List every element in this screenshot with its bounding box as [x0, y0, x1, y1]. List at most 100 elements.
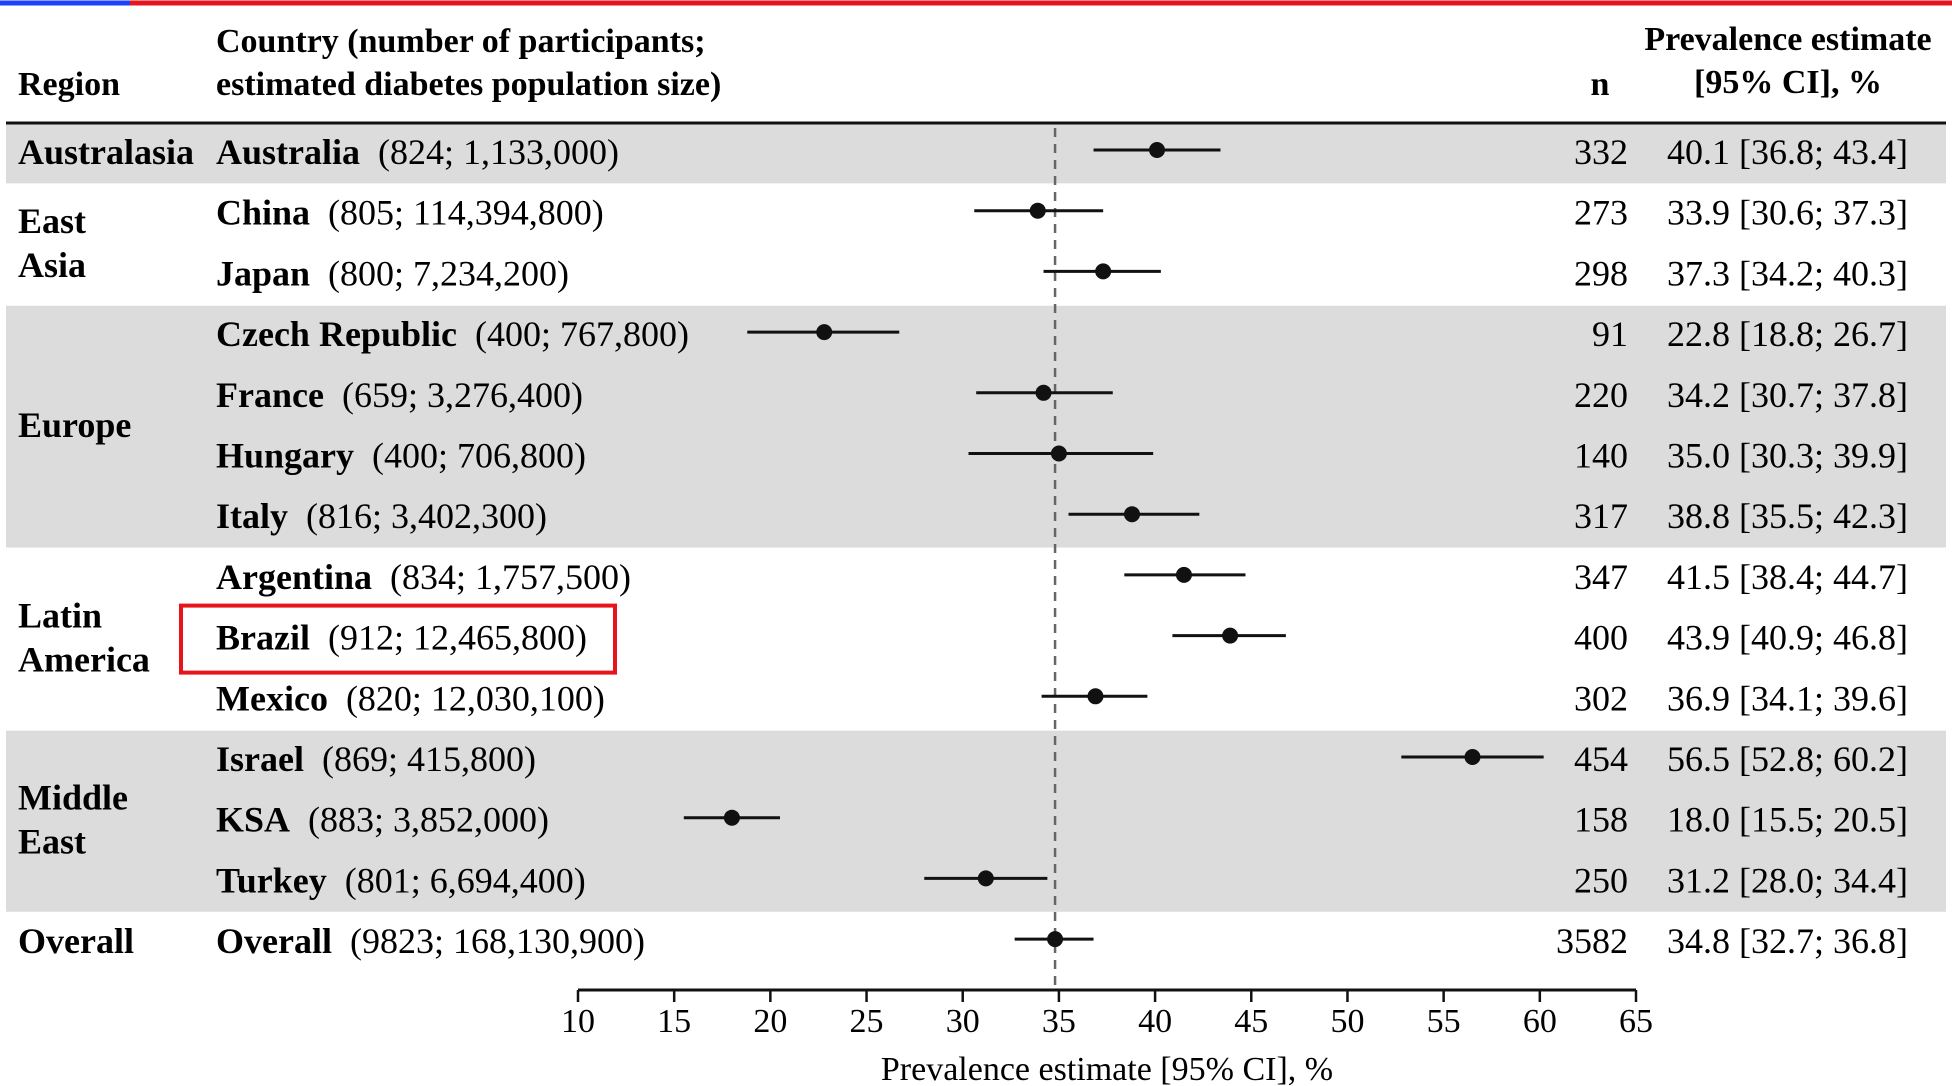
country-detail: (834; 1,757,500): [372, 557, 631, 597]
country-name: Czech Republic: [216, 314, 457, 354]
n-value: 3582: [1556, 921, 1628, 961]
estimate-point: [1149, 142, 1166, 158]
estimate-point: [816, 324, 833, 341]
estimate-text: 34.8 [32.7; 36.8]: [1667, 921, 1908, 961]
country-detail: (801; 6,694,400): [327, 860, 586, 900]
country-label: KSA (883; 3,852,000): [216, 800, 549, 840]
header-country-line2: estimated diabetes population size): [216, 66, 721, 103]
estimate-text: 38.8 [35.5; 42.3]: [1667, 496, 1908, 536]
country-label: Argentina (834; 1,757,500): [216, 557, 631, 597]
axis-tick-label: 35: [1042, 1003, 1076, 1040]
estimate-text: 36.9 [34.1; 39.6]: [1667, 678, 1908, 718]
country-label: Israel (869; 415,800): [216, 739, 536, 779]
n-value: 250: [1574, 860, 1628, 900]
country-detail: (824; 1,133,000): [360, 132, 619, 172]
estimate-point: [1095, 263, 1112, 280]
n-value: 332: [1574, 132, 1628, 172]
country-label: Australia (824; 1,133,000): [216, 132, 619, 172]
country-detail: (659; 3,276,400): [324, 375, 583, 415]
country-name: China: [216, 193, 310, 233]
header-country-line1: Country (number of participants;: [216, 23, 706, 60]
highlight-box: [179, 603, 617, 675]
axis-tick-label: 30: [946, 1003, 980, 1040]
axis-tick-label: 60: [1523, 1003, 1557, 1040]
country-label: China (805; 114,394,800): [216, 193, 604, 233]
estimate-text: 35.0 [30.3; 39.9]: [1667, 436, 1908, 476]
n-value: 302: [1574, 678, 1628, 718]
country-detail: (805; 114,394,800): [310, 193, 604, 233]
country-label: Overall (9823; 168,130,900): [216, 921, 645, 961]
country-detail: (816; 3,402,300): [288, 496, 547, 536]
estimate-point: [1029, 202, 1046, 219]
country-name: Overall: [216, 921, 332, 961]
region-label: Middle: [18, 778, 128, 818]
estimate-text: 31.2 [28.0; 34.4]: [1667, 860, 1908, 900]
n-value: 347: [1574, 557, 1628, 597]
table-header: Region Country (number of participants; es…: [18, 21, 1932, 103]
n-value: 317: [1574, 496, 1628, 536]
estimate-point: [1464, 749, 1481, 765]
estimate-point: [977, 870, 994, 887]
axis-tick-label: 25: [850, 1003, 884, 1040]
axis-tick-label: 45: [1234, 1003, 1268, 1040]
country-detail: (883; 3,852,000): [290, 800, 549, 840]
country-detail: (400; 706,800): [354, 436, 586, 476]
estimate-point: [723, 809, 740, 826]
country-label: Brazil (912; 12,465,800): [216, 618, 587, 658]
x-axis-label: Prevalence estimate [95% CI], %: [881, 1051, 1333, 1086]
axis-tick-label: 55: [1427, 1003, 1461, 1040]
header-n: n: [1591, 66, 1610, 103]
country-name: KSA: [216, 800, 290, 840]
header-estimate-line1: Prevalence estimate: [1644, 21, 1931, 58]
header-region: Region: [18, 66, 120, 103]
country-name: Australia: [216, 132, 360, 172]
region-labels: AustralasiaEastAsiaEuropeLatinAmericaMid…: [18, 132, 194, 961]
country-name: Italy: [216, 496, 288, 536]
country-label: Mexico (820; 12,030,100): [216, 678, 605, 718]
estimate-point: [1047, 931, 1064, 948]
axis-tick-label: 10: [561, 1003, 595, 1040]
region-label: Overall: [18, 921, 134, 961]
country-name: Brazil: [216, 618, 310, 658]
country-detail: (800; 7,234,200): [310, 253, 569, 293]
country-detail: (9823; 168,130,900): [332, 921, 645, 961]
estimate-text: 37.3 [34.2; 40.3]: [1667, 253, 1908, 293]
region-label: Europe: [18, 405, 131, 445]
country-detail: (400; 767,800): [457, 314, 689, 354]
axis-tick-label: 65: [1619, 1003, 1653, 1040]
country-label: Turkey (801; 6,694,400): [216, 860, 586, 900]
estimate-text: 41.5 [38.4; 44.7]: [1667, 557, 1908, 597]
x-axis: 10 15 20 25 30 35 40 45 50 55 60 65 Prevalence estim…: [561, 988, 1653, 1086]
country-name: France: [216, 375, 324, 415]
country-name: Hungary: [216, 436, 354, 476]
country-detail: (820; 12,030,100): [328, 678, 605, 718]
table-rows: Australia (824; 1,133,000) 332 40.1 [36.8;…: [216, 132, 1908, 961]
n-value: 158: [1574, 800, 1628, 840]
region-band: [6, 123, 1946, 184]
region-label: East: [18, 201, 86, 241]
region-label: America: [18, 640, 150, 680]
estimate-text: 22.8 [18.8; 26.7]: [1667, 314, 1908, 354]
region-label: Latin: [18, 596, 102, 636]
country-label: Italy (816; 3,402,300): [216, 496, 547, 536]
country-name: Argentina: [216, 557, 372, 597]
country-label: France (659; 3,276,400): [216, 375, 583, 415]
region-band: [6, 730, 1946, 912]
estimate-marks: [683, 142, 1544, 948]
axis-tick-label: 15: [657, 1003, 691, 1040]
estimate-point: [1035, 384, 1052, 401]
estimate-point: [1222, 627, 1239, 644]
country-detail: (869; 415,800): [304, 739, 536, 779]
estimate-text: 18.0 [15.5; 20.5]: [1667, 800, 1908, 840]
country-name: Turkey: [216, 860, 327, 900]
region-label: Asia: [18, 245, 86, 285]
estimate-point: [1175, 566, 1192, 583]
n-value: 454: [1574, 739, 1628, 779]
estimate-point: [1087, 688, 1104, 705]
country-name: Mexico: [216, 678, 328, 718]
n-value: 91: [1592, 314, 1628, 354]
n-value: 273: [1574, 193, 1628, 233]
n-value: 400: [1574, 618, 1628, 658]
estimate-point: [1124, 506, 1141, 523]
